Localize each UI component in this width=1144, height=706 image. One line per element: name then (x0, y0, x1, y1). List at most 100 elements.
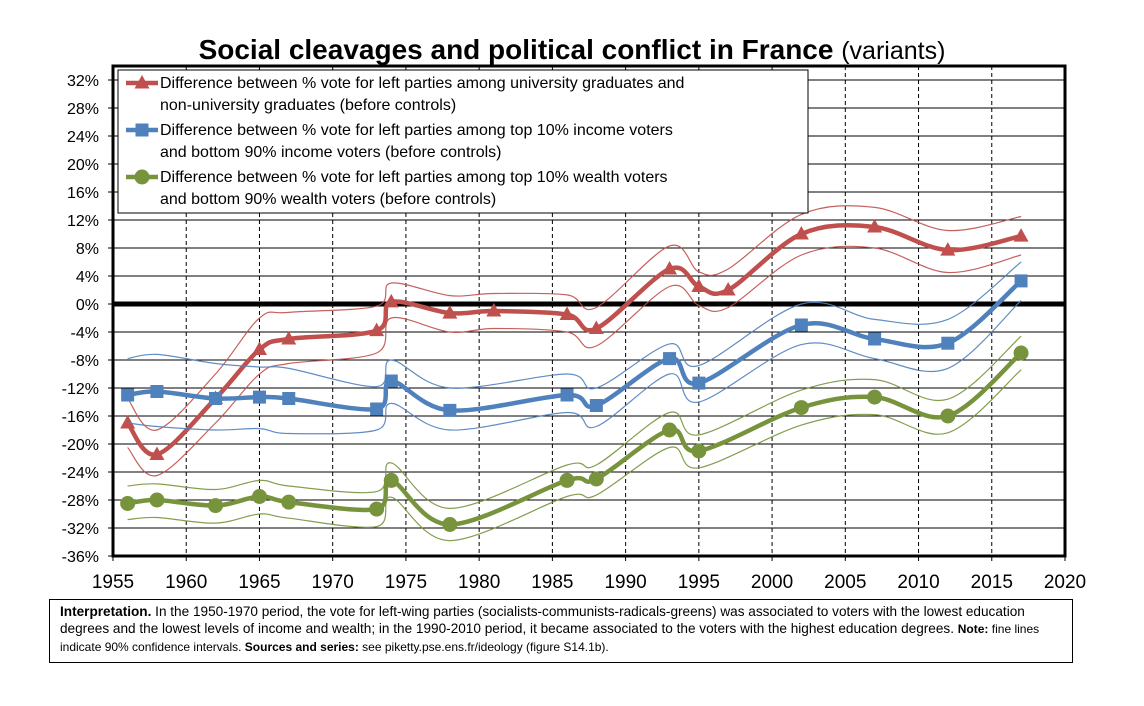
plot-area-border (111, 64, 1067, 558)
data-point (251, 489, 267, 504)
legend-label: and bottom 90% income voters (before con… (160, 144, 502, 161)
data-point (281, 494, 297, 510)
data-point (150, 385, 164, 398)
series-line (125, 223, 1022, 457)
legend-item-1: Difference between % vote for left parti… (126, 75, 684, 114)
data-point (692, 376, 706, 390)
legend-label: Difference between % vote for left parti… (160, 75, 684, 92)
data-point (369, 322, 385, 337)
series-2 (121, 261, 1028, 435)
x-tick-label: 2005 (824, 572, 866, 593)
data-point (369, 501, 385, 517)
note-interpretation-label: Interpretation. (60, 604, 152, 619)
x-axis-ticks: 1955 1960 1965 1970 1975 1980 1985 1990 1995 2000… (92, 556, 1086, 593)
data-point (149, 492, 165, 508)
data-point (662, 261, 678, 275)
chart-title-main: Social cleavages and political conflict … (198, 34, 834, 65)
y-tick-label: -32% (62, 521, 99, 538)
chart-title: Social cleavages and political conflict … (0, 34, 1144, 66)
y-tick-label: -12% (62, 381, 99, 398)
data-point (1013, 345, 1029, 361)
y-tick-label: -28% (62, 493, 99, 510)
data-point (794, 318, 808, 332)
data-point (370, 402, 384, 416)
data-point (252, 390, 266, 404)
y-tick-label: -4% (71, 325, 99, 342)
legend-label: Difference between % vote for left parti… (160, 169, 668, 186)
note-note-label: Note: (957, 622, 989, 636)
data-point (691, 278, 707, 292)
x-tick-label: 2015 (971, 572, 1013, 593)
data-point (443, 403, 457, 417)
confidence-upper-line (127, 335, 1022, 510)
y-tick-label: 24% (67, 129, 99, 146)
data-point (662, 422, 678, 438)
data-point (208, 498, 224, 514)
data-point (282, 392, 296, 405)
data-point (940, 408, 956, 424)
data-point (486, 303, 502, 317)
data-point (251, 341, 267, 355)
series-1 (120, 205, 1029, 477)
data-point (121, 388, 135, 402)
data-point (559, 472, 575, 488)
line-chart: -36% -32% -28% -24% -20% -16% -12% -8% -4% 0% 4% 8%… (62, 64, 1086, 593)
data-point (1013, 228, 1029, 242)
data-point (940, 242, 956, 256)
x-tick-label: 1995 (678, 572, 720, 593)
x-tick-label: 1965 (238, 572, 280, 593)
data-point (209, 392, 223, 405)
data-point (120, 415, 136, 429)
note-sources-label: Sources and series: (244, 640, 359, 654)
data-point (281, 331, 297, 345)
legend-item-2: Difference between % vote for left parti… (126, 122, 673, 161)
data-point (588, 320, 604, 334)
x-tick-label: 2010 (897, 572, 939, 593)
y-tick-label: -16% (62, 409, 99, 426)
data-point (134, 75, 150, 89)
data-point (588, 471, 604, 487)
data-point (383, 293, 399, 308)
y-tick-label: 20% (67, 157, 99, 174)
data-point (941, 336, 955, 350)
data-point (135, 123, 149, 137)
y-tick-label: 28% (67, 101, 99, 118)
legend-label: non-university graduates (before control… (160, 97, 456, 114)
legend-item-3: Difference between % vote for left parti… (126, 169, 668, 208)
legend-box (117, 69, 809, 214)
confidence-lower-line (127, 245, 1022, 477)
confidence-lower-line (127, 369, 1022, 542)
chart-legend: Difference between % vote for left parti… (117, 69, 809, 214)
x-tick-label: 2000 (751, 572, 793, 593)
y-axis-ticks: -36% -32% -28% -24% -20% -16% -12% -8% -4% 0% 4% 8%… (62, 73, 113, 566)
data-point (384, 374, 398, 388)
confidence-upper-line (127, 205, 1022, 431)
note-note-text: fine lines indicate 90% confidence inter… (60, 622, 1040, 654)
x-tick-label: 2020 (1044, 572, 1086, 593)
data-point (868, 332, 882, 346)
y-tick-label: -24% (62, 465, 99, 482)
plot-frame (111, 64, 1067, 558)
data-point (442, 517, 458, 532)
y-tick-label: 32% (67, 73, 99, 90)
note-sources-text: see piketty.pse.ens.fr/ideology (figure … (358, 640, 609, 654)
data-point (120, 496, 136, 511)
x-tick-label: 1990 (604, 572, 646, 593)
data-point (1014, 274, 1028, 288)
x-tick-label: 1960 (165, 572, 207, 593)
y-tick-label: 8% (76, 241, 99, 258)
x-tick-label: 1975 (385, 572, 427, 593)
data-point (149, 446, 165, 460)
note-interpretation-text: In the 1950-1970 period, the vote for le… (60, 604, 1025, 636)
y-tick-label: 4% (76, 269, 99, 286)
y-tick-label: 12% (67, 213, 99, 230)
data-point (793, 400, 809, 416)
interpretation-note: Interpretation. In the 1950-1970 period,… (49, 599, 1073, 663)
data-point (560, 388, 574, 402)
data-point (691, 443, 707, 459)
y-tick-label: 0% (76, 297, 99, 314)
data-point (442, 305, 458, 319)
x-tick-label: 1955 (92, 572, 134, 593)
data-point (134, 169, 150, 185)
legend-label: and bottom 90% wealth voters (before con… (160, 191, 496, 208)
